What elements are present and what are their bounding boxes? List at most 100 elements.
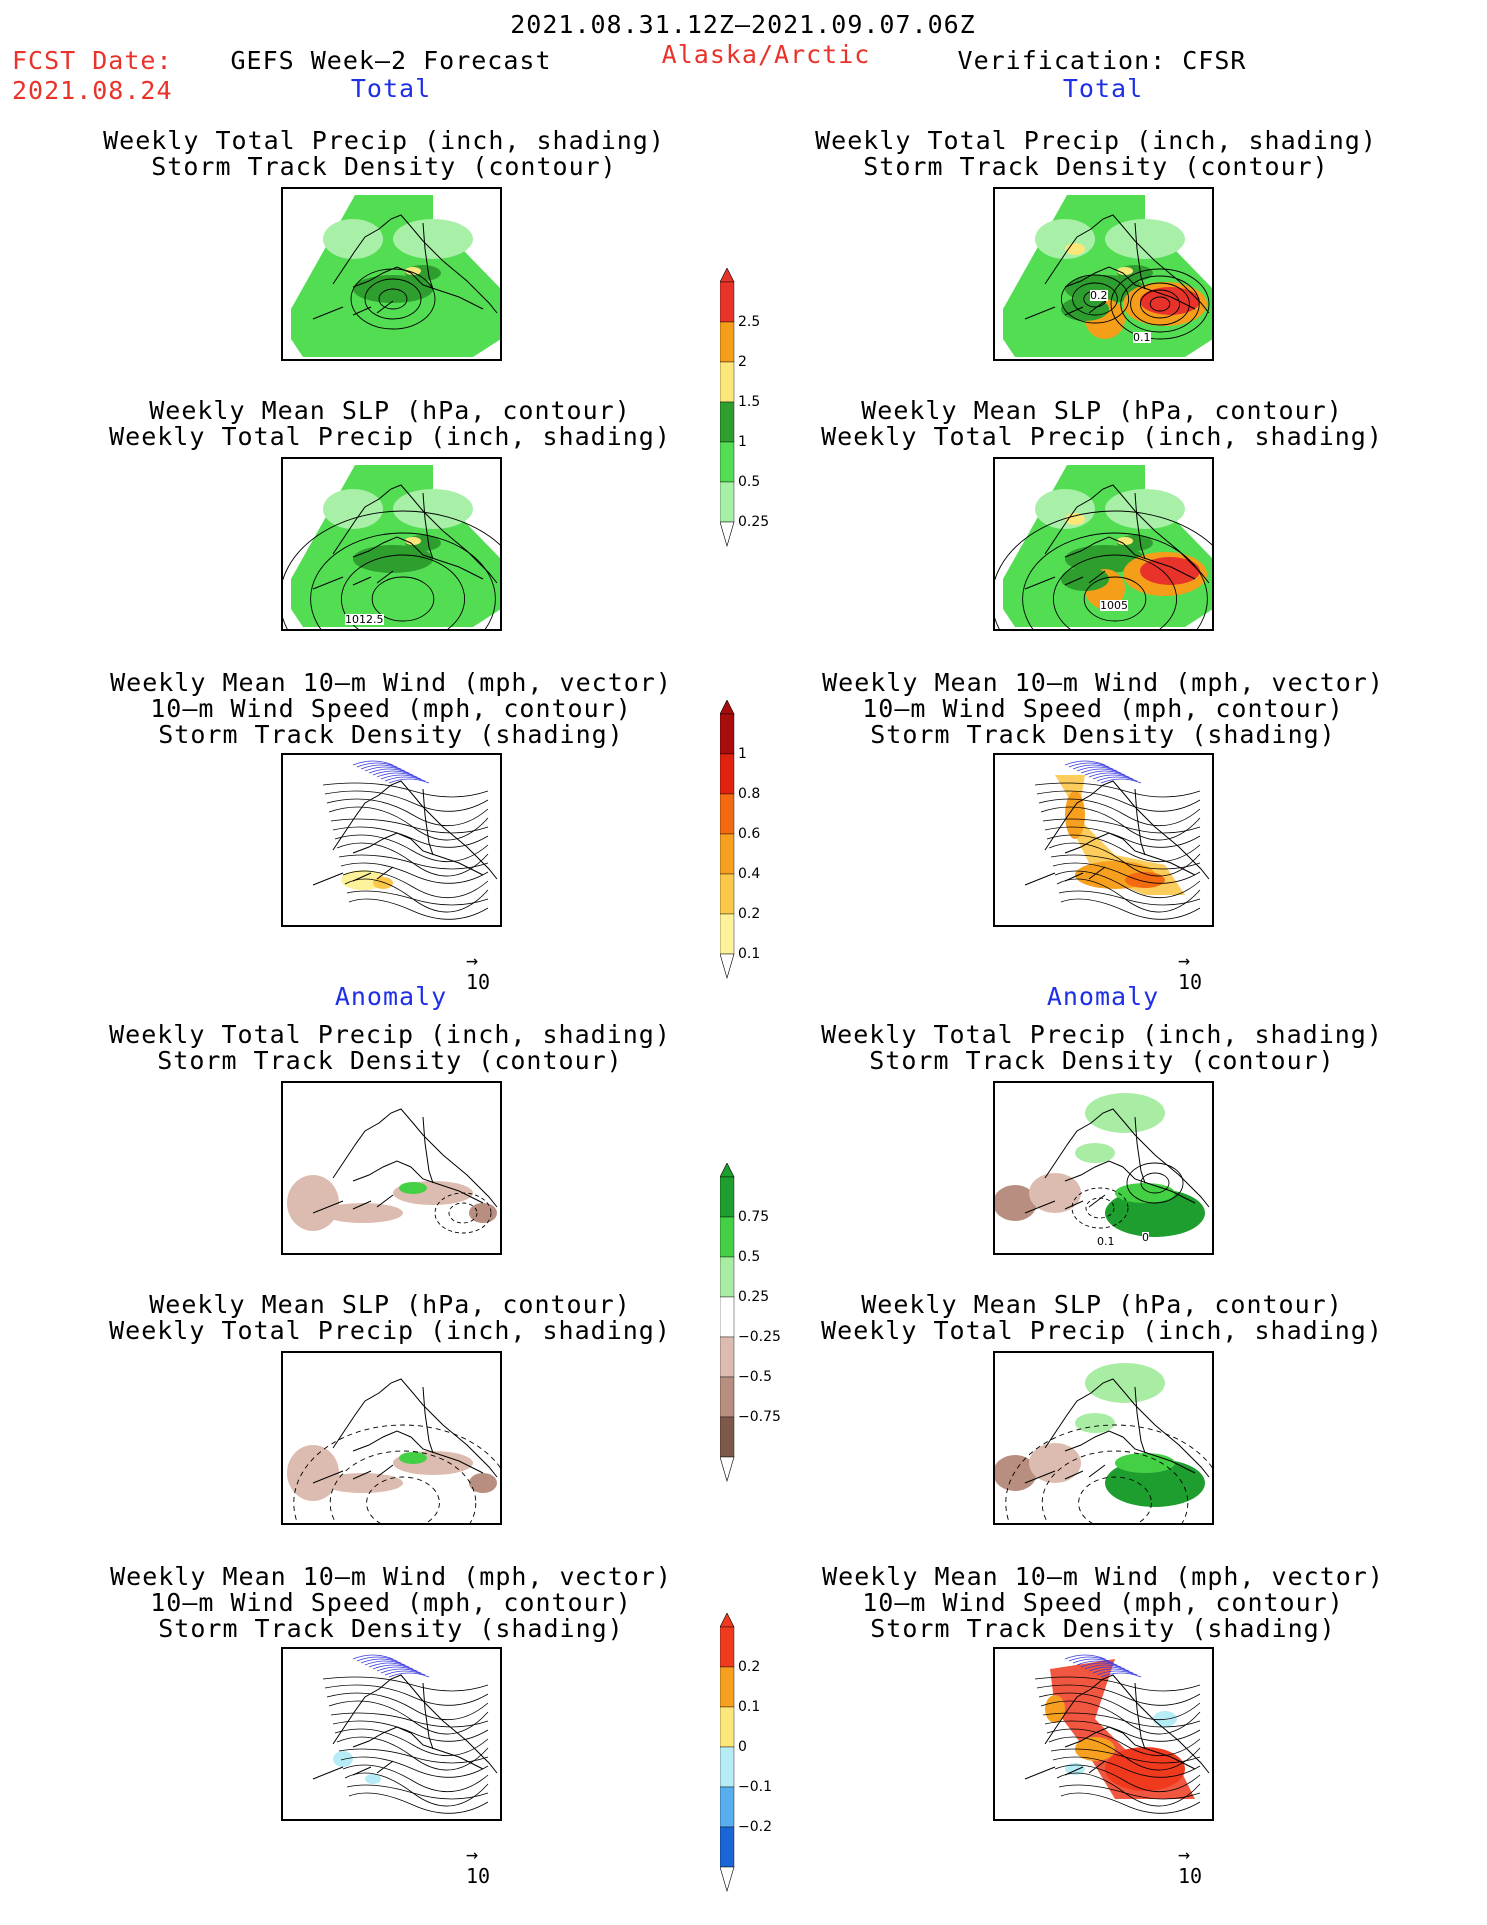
wind-speed-contour	[1058, 890, 1201, 906]
map-anom-slp-verif	[993, 1351, 1214, 1525]
border-line	[422, 1682, 434, 1750]
wind-speed-contour	[334, 834, 489, 862]
contour-line	[350, 268, 436, 330]
colorbar-swatch	[719, 1176, 735, 1218]
wind-vector	[1092, 774, 1134, 780]
map-anom-wind-verif	[993, 1647, 1214, 1821]
coastline	[1044, 1378, 1210, 1478]
contour-line	[283, 510, 500, 629]
title-total-precip-fcst: Weekly Total Precip (inch, shading) Storm…	[103, 126, 665, 181]
contour-line	[1071, 1187, 1129, 1229]
contour-line	[378, 288, 408, 310]
wind-speed-contour	[1036, 1684, 1201, 1706]
wind-speed-contour	[1046, 1728, 1201, 1756]
wind-speed-contour	[324, 790, 489, 812]
contour-line	[1130, 282, 1190, 326]
wind-speed-contour	[322, 1676, 489, 1692]
title-total-wind-verif: Weekly Mean 10–m Wind (mph, vector) 10–m …	[822, 668, 1384, 749]
colorbar-tick-label: 2	[738, 354, 747, 370]
colorbar-tick-label: 0.2	[738, 906, 761, 922]
section-total-left: Total	[350, 74, 432, 103]
wind-vector	[1076, 1660, 1118, 1666]
section-anomaly-left: Anomaly	[334, 982, 448, 1011]
title-total-wind-fcst: Weekly Mean 10–m Wind (mph, vector) 10–m …	[110, 668, 672, 749]
wind-speed-contour	[1052, 1756, 1201, 1778]
shaded-region	[1105, 489, 1185, 529]
wind-speed-contour	[1060, 1792, 1201, 1814]
wind-vector	[380, 1668, 422, 1674]
colorbar-tick-label: 0	[738, 1739, 747, 1755]
wind-speed-contour	[1044, 1720, 1201, 1742]
title-total-slp-verif: Weekly Mean SLP (hPa, contour) Weekly Tot…	[821, 396, 1383, 451]
map-total-slp-verif	[993, 457, 1214, 631]
wind-vector	[1088, 1666, 1130, 1672]
colorbar-swatch	[719, 1256, 735, 1298]
wind-speed-contour	[334, 1728, 489, 1756]
colorbar-swatch	[719, 1416, 735, 1458]
wind-speed-contour	[1038, 798, 1201, 826]
wind-vector	[372, 1664, 414, 1670]
anom-track-label-b: 0	[1142, 1231, 1149, 1244]
shaded-region	[1065, 1763, 1085, 1775]
wind-vector	[380, 774, 422, 780]
wind-speed-contour	[322, 782, 489, 798]
border-line	[1134, 1386, 1146, 1454]
wind-vector	[352, 760, 394, 766]
map-graphic	[995, 1093, 1210, 1237]
wind-vector	[1088, 772, 1130, 778]
coastline	[1044, 780, 1210, 880]
colorbar-tick-label: 0.75	[738, 1209, 770, 1225]
wind-speed-contour	[346, 1784, 489, 1800]
track-label-verif-a: 0.2	[1090, 289, 1108, 302]
island-chain	[312, 1464, 394, 1484]
map-anom-precip-fcst	[281, 1081, 502, 1255]
map-graphic	[312, 760, 498, 920]
wind-vector	[1084, 770, 1126, 776]
fcst-date-label: FCST Date:	[12, 46, 173, 75]
map-graphic	[1024, 760, 1210, 920]
colorbar-cap-top	[719, 699, 735, 715]
coastline	[332, 780, 498, 880]
colorbar-graphic	[719, 699, 735, 980]
colorbar-swatch	[719, 1666, 735, 1708]
verification-title: Verification: CFSR	[957, 46, 1247, 75]
vector-ref-total-fcst: → 10	[466, 948, 491, 994]
shaded-region	[1117, 267, 1133, 275]
contour-line	[1052, 554, 1178, 629]
contour-line	[293, 1424, 500, 1523]
map-graphic	[291, 195, 500, 357]
wind-vector	[376, 1666, 418, 1672]
contour-line	[1078, 1476, 1152, 1523]
colorbar-swatch	[719, 481, 735, 523]
contour-line	[1085, 1197, 1115, 1219]
arrow-icon: →	[466, 948, 479, 972]
wind-speed-contour	[348, 898, 489, 920]
wind-vector	[1076, 766, 1118, 772]
colorbar-precip-anom: 0.75 0.5 0.25 −0.25 −0.5 −0.75	[719, 1162, 781, 1507]
valid-period: 2021.08.31.12Z–2021.09.07.06Z	[510, 10, 976, 39]
colorbar-tick-label: 0.1	[738, 946, 761, 962]
shaded-region	[469, 1203, 497, 1223]
contour-line	[340, 554, 466, 629]
wind-speed-contour	[1052, 862, 1201, 884]
wind-speed-contour	[338, 854, 489, 870]
colorbar-cap-top	[719, 267, 735, 283]
wind-speed-contour	[332, 826, 489, 848]
wind-speed-contour	[1036, 790, 1201, 812]
colorbar-cap-top	[719, 1612, 735, 1628]
colorbar-tick-label: 0.5	[738, 474, 761, 490]
shaded-region	[1029, 1173, 1081, 1213]
border-line	[1134, 222, 1146, 290]
shaded-region	[1075, 1737, 1115, 1761]
wind-speed-contour	[326, 798, 489, 826]
wind-speed-contour	[340, 862, 489, 884]
shaded-region	[323, 1473, 403, 1493]
colorbar-swatch	[719, 401, 735, 443]
title-anom-slp-verif: Weekly Mean SLP (hPa, contour) Weekly Tot…	[821, 1290, 1383, 1345]
contour-line	[1060, 274, 1130, 324]
border-line	[422, 788, 434, 856]
wind-speed-contour	[330, 818, 489, 834]
shaded-region	[1035, 219, 1095, 259]
wind-speed-contour	[1050, 854, 1201, 870]
map-total-wind-verif	[993, 753, 1214, 927]
